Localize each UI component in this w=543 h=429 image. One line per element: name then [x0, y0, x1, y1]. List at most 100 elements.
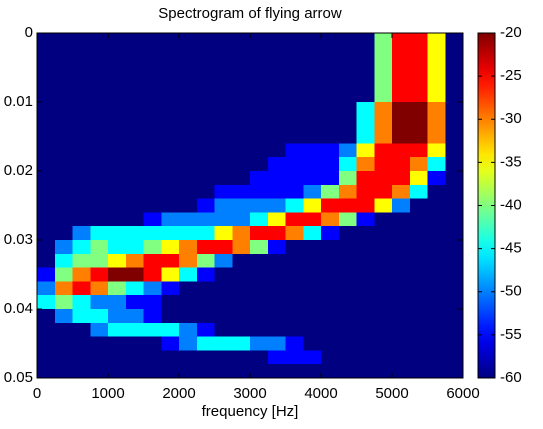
- heatmap-cell: [125, 74, 144, 89]
- heatmap-cell: [232, 46, 251, 62]
- heatmap-cell: [214, 46, 233, 62]
- heatmap-cell: [356, 143, 375, 158]
- heatmap-cell: [72, 226, 91, 241]
- colorbar-tick-label: -55: [500, 326, 522, 343]
- heatmap-cell: [374, 281, 393, 296]
- heatmap-cell: [285, 115, 304, 131]
- heatmap-cell: [232, 143, 251, 158]
- heatmap-cell: [392, 212, 411, 227]
- heatmap-cell: [37, 102, 56, 117]
- heatmap-cell: [267, 350, 286, 365]
- heatmap-cell: [445, 212, 464, 227]
- heatmap-cell: [161, 143, 180, 158]
- heatmap-cell: [179, 212, 198, 227]
- heatmap-cell: [445, 60, 464, 75]
- heatmap-cell: [108, 33, 127, 48]
- heatmap-cell: [321, 350, 340, 365]
- heatmap-cell: [409, 322, 428, 338]
- heatmap-cell: [161, 295, 180, 310]
- heatmap-cell: [161, 33, 180, 48]
- heatmap-cell: [232, 364, 251, 379]
- heatmap-cell: [267, 309, 286, 324]
- colorbar-tick-label: -60: [500, 369, 522, 386]
- heatmap-cell: [90, 88, 109, 103]
- colorbar-tick-label: -20: [500, 24, 522, 41]
- heatmap-cell: [54, 129, 73, 144]
- heatmap-cell: [108, 74, 127, 89]
- heatmap-cell: [267, 184, 286, 200]
- heatmap-cell: [392, 198, 411, 213]
- heatmap-cell: [214, 115, 233, 131]
- heatmap-cell: [303, 364, 322, 379]
- heatmap-cell: [232, 115, 251, 131]
- heatmap-cell: [214, 240, 233, 255]
- heatmap-cell: [392, 115, 411, 131]
- heatmap-cell: [285, 281, 304, 296]
- heatmap-cell: [338, 60, 357, 75]
- heatmap-cell: [374, 226, 393, 241]
- colorbar-tick-label: -25: [500, 67, 522, 84]
- heatmap-cell: [321, 88, 340, 103]
- heatmap-cell: [37, 226, 56, 241]
- heatmap-cell: [445, 240, 464, 255]
- heatmap-cell: [143, 267, 162, 282]
- heatmap-cell: [356, 129, 375, 144]
- heatmap-cell: [427, 102, 446, 117]
- heatmap-cell: [179, 102, 198, 117]
- heatmap-cell: [267, 129, 286, 144]
- heatmap-cell: [445, 115, 464, 131]
- heatmap-cell: [250, 88, 269, 103]
- heatmap-cell: [214, 88, 233, 103]
- heatmap-cell: [321, 33, 340, 48]
- heatmap-cell: [321, 281, 340, 296]
- heatmap-cell: [90, 295, 109, 310]
- heatmap-cell: [250, 46, 269, 62]
- heatmap-cell: [54, 157, 73, 172]
- heatmap-cell: [179, 171, 198, 186]
- heatmap-cell: [392, 267, 411, 282]
- heatmap-cell: [37, 309, 56, 324]
- colorbar-tick-label: -45: [500, 240, 522, 257]
- heatmap-cell: [108, 143, 127, 158]
- heatmap-cell: [143, 33, 162, 48]
- heatmap-cell: [374, 253, 393, 269]
- heatmap-cell: [374, 350, 393, 365]
- heatmap-cell: [250, 253, 269, 269]
- heatmap-cell: [72, 267, 91, 282]
- heatmap-cell: [427, 74, 446, 89]
- heatmap-cell: [303, 102, 322, 117]
- heatmap-cell: [214, 295, 233, 310]
- heatmap-cell: [161, 129, 180, 144]
- heatmap-cell: [37, 253, 56, 269]
- heatmap-cell: [321, 364, 340, 379]
- heatmap-cell: [143, 322, 162, 338]
- heatmap-cell: [303, 281, 322, 296]
- heatmap-cell: [143, 281, 162, 296]
- heatmap-cell: [392, 46, 411, 62]
- heatmap-cell: [409, 102, 428, 117]
- heatmap-cell: [321, 336, 340, 351]
- heatmap-cell: [214, 157, 233, 172]
- heatmap-cell: [72, 253, 91, 269]
- heatmap-cell: [54, 60, 73, 75]
- heatmap-cell: [374, 129, 393, 144]
- heatmap-cell: [196, 46, 215, 62]
- heatmap-cell: [250, 364, 269, 379]
- heatmap-cell: [392, 336, 411, 351]
- heatmap-cell: [90, 74, 109, 89]
- heatmap-cell: [37, 115, 56, 131]
- heatmap-cell: [214, 226, 233, 241]
- heatmap-cell: [356, 295, 375, 310]
- heatmap-cell: [409, 198, 428, 213]
- x-axis-label: frequency [Hz]: [202, 403, 299, 420]
- heatmap-cell: [90, 33, 109, 48]
- heatmap-cell: [196, 226, 215, 241]
- heatmap-cell: [90, 253, 109, 269]
- heatmap-cell: [374, 88, 393, 103]
- heatmap-cell: [427, 336, 446, 351]
- heatmap-cell: [392, 129, 411, 144]
- heatmap-cell: [356, 184, 375, 200]
- heatmap-cell: [374, 212, 393, 227]
- heatmap-cell: [303, 171, 322, 186]
- heatmap-cell: [232, 322, 251, 338]
